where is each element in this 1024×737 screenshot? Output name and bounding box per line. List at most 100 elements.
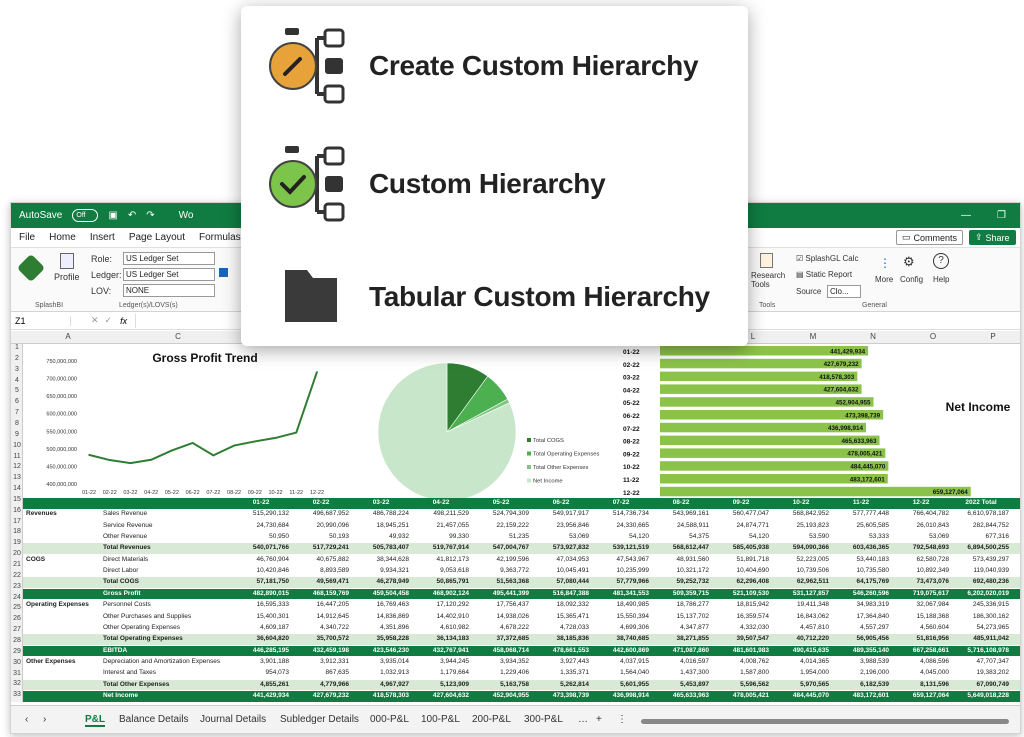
- row-header[interactable]: 6: [15, 398, 19, 406]
- share-button[interactable]: ⇪ Share: [969, 230, 1016, 245]
- row-header[interactable]: 3: [15, 365, 19, 373]
- redo-icon[interactable]: ↷: [146, 210, 155, 221]
- name-box[interactable]: Z1: [11, 315, 71, 326]
- worksheet-grid[interactable]: ACDEFGHIJKLMNOP 123456789101112131415161…: [11, 331, 1020, 703]
- table-row[interactable]: Total Revenues 540,071,766 517,729,241 505,…: [23, 543, 1020, 555]
- horizontal-scrollbar[interactable]: [641, 719, 1009, 724]
- row-header[interactable]: 17: [13, 517, 21, 525]
- row-header[interactable]: 19: [13, 539, 21, 547]
- row-header[interactable]: 23: [13, 582, 21, 590]
- fx-label[interactable]: fx: [120, 315, 128, 326]
- row-header[interactable]: 20: [13, 550, 21, 558]
- save-icon[interactable]: ▣: [108, 210, 118, 221]
- help-icon[interactable]: ?: [933, 253, 949, 269]
- tab-pl[interactable]: P&L: [85, 714, 105, 727]
- confirm-icon[interactable]: ✓: [104, 315, 113, 325]
- tab-100-pl[interactable]: 100-P&L: [421, 714, 460, 725]
- column-header[interactable]: N: [870, 332, 876, 341]
- row-header[interactable]: 32: [13, 680, 21, 688]
- table-row[interactable]: Gross Profit 482,890,015 468,159,769 459,50…: [23, 588, 1020, 600]
- column-header[interactable]: O: [929, 332, 937, 341]
- row-header[interactable]: 22: [13, 571, 21, 579]
- row-header[interactable]: 28: [13, 636, 21, 644]
- splashgl-calc-checkbox[interactable]: ☑ SplashGL Calc: [796, 254, 858, 263]
- tab-journal-details[interactable]: Journal Details: [200, 714, 267, 725]
- profile-icon[interactable]: [60, 253, 74, 269]
- undo-icon[interactable]: ↶: [127, 210, 137, 221]
- tab-000-pl[interactable]: 000-P&L: [370, 714, 409, 725]
- tab-subledger-details[interactable]: Subledger Details: [280, 714, 359, 725]
- config-button[interactable]: Config: [900, 275, 924, 284]
- add-sheet-icon[interactable]: +: [596, 714, 602, 725]
- table-row[interactable]: Service Revenue 24,730,684 20,990,096 18,94…: [23, 521, 1020, 532]
- menu-home[interactable]: Home: [49, 232, 76, 243]
- minimize-icon[interactable]: —: [961, 210, 972, 221]
- tabs-menu-icon[interactable]: ⋮: [617, 714, 627, 725]
- scroll-right-icon[interactable]: ›: [43, 714, 47, 725]
- column-header[interactable]: L: [750, 332, 756, 341]
- table-row[interactable]: Net Income 441,429,934 427,679,232 418,578,…: [23, 690, 1020, 702]
- research-tools-icon[interactable]: [760, 253, 773, 268]
- splashbi-logo-icon[interactable]: [16, 253, 46, 283]
- ledger-dropdown[interactable]: US Ledger Set: [123, 268, 215, 281]
- row-header[interactable]: 8: [15, 419, 19, 427]
- formula-input[interactable]: [135, 313, 1016, 328]
- row-header[interactable]: 21: [13, 561, 21, 568]
- comments-button[interactable]: ▭ Comments: [896, 230, 964, 245]
- row-header[interactable]: 11: [13, 452, 21, 460]
- row-header[interactable]: 9: [15, 430, 19, 438]
- more-tabs-icon[interactable]: …: [578, 714, 588, 725]
- table-row[interactable]: Other Operating Expenses 4,609,187 4,340,7…: [23, 623, 1020, 634]
- research-tools-button[interactable]: Research Tools: [751, 271, 786, 289]
- row-header[interactable]: 4: [15, 376, 19, 384]
- refresh-icon[interactable]: [219, 268, 228, 277]
- row-header[interactable]: 1: [15, 344, 19, 351]
- table-row[interactable]: Direct Labor 10,420,846 8,893,589 9,934,321…: [23, 566, 1020, 577]
- table-row[interactable]: Other Revenue 50,950 50,193 49,932 99,330 51,…: [23, 532, 1020, 543]
- row-header[interactable]: 15: [13, 495, 21, 503]
- cancel-icon[interactable]: ✕: [91, 315, 99, 325]
- column-header[interactable]: M: [809, 332, 817, 341]
- more-icon[interactable]: ⋮: [879, 256, 891, 270]
- row-header[interactable]: 14: [13, 485, 21, 493]
- row-header[interactable]: 18: [13, 528, 21, 536]
- config-icon[interactable]: ⚙: [903, 254, 915, 269]
- row-header[interactable]: 7: [15, 409, 19, 417]
- row-header[interactable]: 16: [13, 506, 21, 514]
- row-header[interactable]: 2: [15, 354, 19, 362]
- table-row[interactable]: Total COGS 57,181,750 49,569,471 46,278,949…: [23, 577, 1020, 589]
- profile-label[interactable]: Profile: [54, 272, 80, 282]
- column-header[interactable]: A: [65, 332, 71, 341]
- create-custom-hierarchy-item[interactable]: Create Custom Hierarchy: [269, 24, 699, 108]
- menu-file[interactable]: File: [19, 232, 36, 243]
- table-row[interactable]: Revenues Sales Revenue 515,290,132 496,687,…: [23, 509, 1020, 520]
- menu-page-layout[interactable]: Page Layout: [128, 232, 185, 243]
- tabular-custom-hierarchy-item[interactable]: Tabular Custom Hierarchy: [269, 262, 710, 332]
- pl-table[interactable]: Gross Profit Trend 750,000,000 700,000,000…: [23, 344, 1020, 702]
- lov-dropdown[interactable]: NONE: [123, 284, 215, 297]
- menu-formulas[interactable]: Formulas: [199, 232, 241, 243]
- help-button[interactable]: Help: [933, 275, 950, 284]
- more-button[interactable]: More: [875, 275, 894, 284]
- table-row[interactable]: COGS Direct Materials 46,760,904 40,675,882…: [23, 555, 1020, 566]
- table-header-row[interactable]: 01-22 02-22 03-22 04-22 05-22 06-22 07-22 08-22…: [23, 498, 1020, 509]
- tab-300-pl[interactable]: 300-P&L: [524, 714, 563, 725]
- row-header[interactable]: 26: [13, 615, 21, 623]
- row-header[interactable]: 31: [13, 669, 21, 677]
- role-field[interactable]: US Ledger Set: [123, 252, 215, 265]
- table-row[interactable]: Total Operating Expenses 36,604,820 35,700…: [23, 634, 1020, 645]
- row-header[interactable]: 12: [13, 463, 21, 471]
- column-header[interactable]: P: [990, 332, 996, 341]
- custom-hierarchy-item[interactable]: Custom Hierarchy: [269, 142, 606, 226]
- autosave-toggle[interactable]: Off: [72, 209, 99, 222]
- table-row[interactable]: Operating Expenses Personnel Costs 16,595,…: [23, 600, 1020, 611]
- table-row[interactable]: EBITDA 446,285,195 432,459,198 423,546,230 4…: [23, 645, 1020, 657]
- source-dropdown[interactable]: Clo...: [827, 285, 861, 298]
- row-header[interactable]: 25: [13, 604, 21, 612]
- menu-insert[interactable]: Insert: [89, 232, 115, 243]
- table-row[interactable]: Interest and Taxes 954,073 867,635 1,032,91…: [23, 668, 1020, 679]
- row-header[interactable]: 13: [13, 474, 21, 482]
- table-row[interactable]: Other Purchases and Supplies 15,400,301 14…: [23, 612, 1020, 623]
- column-header[interactable]: C: [175, 332, 181, 341]
- row-header[interactable]: 29: [13, 647, 21, 655]
